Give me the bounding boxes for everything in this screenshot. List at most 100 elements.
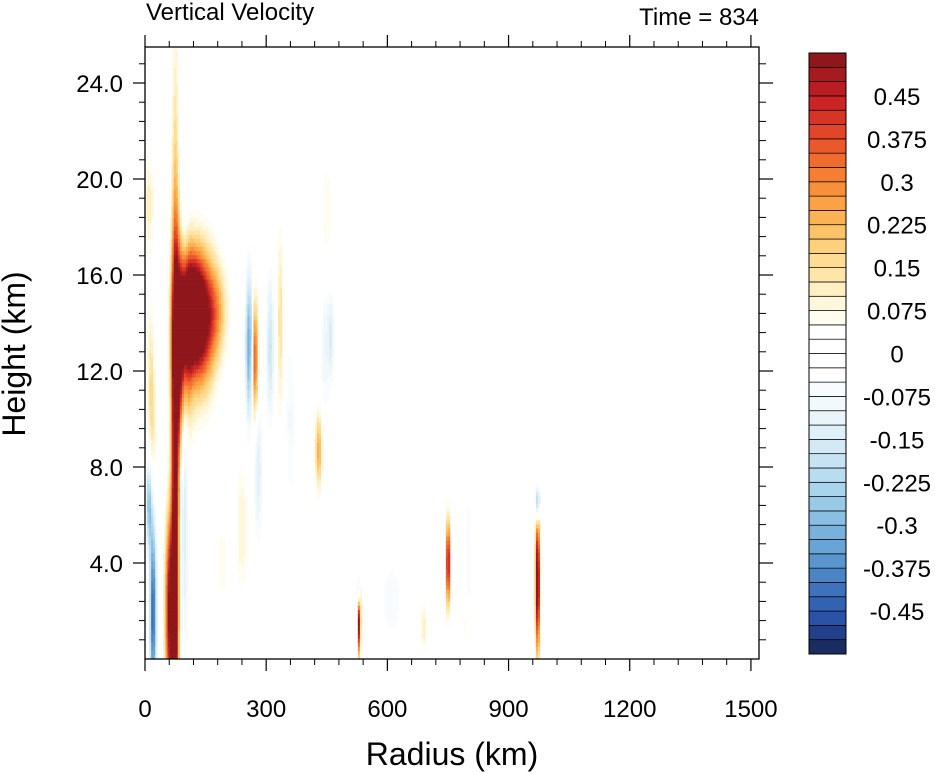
field-cell	[190, 442, 193, 448]
field-cell	[149, 593, 152, 599]
field-cell	[177, 226, 181, 231]
field-cell	[206, 255, 209, 260]
field-cell	[222, 271, 226, 276]
field-cell	[147, 369, 150, 374]
field-cell	[239, 536, 246, 541]
field-cell	[177, 116, 181, 121]
field-cell	[288, 426, 293, 431]
field-cell	[169, 348, 172, 354]
field-cell	[292, 418, 295, 423]
field-cell	[323, 299, 330, 305]
field-cell	[535, 646, 539, 652]
field-cell	[325, 173, 328, 178]
field-cell	[202, 259, 205, 264]
field-cell	[147, 353, 150, 358]
field-cell	[226, 283, 230, 289]
field-cell	[253, 467, 256, 472]
field-cell	[149, 577, 152, 582]
field-cell	[255, 487, 258, 493]
field-cell	[271, 365, 275, 370]
field-cell	[282, 340, 285, 346]
field-cell	[321, 438, 324, 444]
field-cell	[167, 601, 179, 607]
field-cell	[202, 263, 205, 268]
field-cell	[537, 536, 541, 541]
field-cell	[177, 161, 181, 166]
field-cell	[183, 483, 187, 488]
field-cell	[179, 234, 183, 240]
field-cell	[278, 344, 281, 350]
field-cell	[204, 344, 207, 350]
field-cell	[425, 626, 428, 631]
field-cell	[149, 385, 154, 391]
field-cell	[163, 548, 166, 554]
colorbar-label: -0.45	[870, 599, 925, 626]
field-cell	[282, 353, 285, 358]
field-cell	[278, 406, 283, 411]
field-cell	[325, 348, 330, 354]
field-cell	[171, 401, 174, 407]
field-cell	[533, 552, 537, 558]
field-cell	[239, 577, 246, 582]
field-cell	[537, 565, 541, 570]
field-cell	[321, 365, 324, 370]
field-cell	[259, 414, 262, 419]
field-cell	[249, 426, 252, 431]
field-cell	[153, 618, 156, 623]
field-cell	[183, 406, 189, 411]
field-cell	[314, 418, 318, 423]
field-cell	[535, 483, 539, 488]
field-cell	[145, 536, 148, 541]
field-cell	[323, 312, 326, 317]
field-cell	[179, 455, 183, 460]
colorbar-label: -0.075	[863, 384, 931, 411]
field-cell	[165, 650, 168, 656]
field-cell	[185, 255, 189, 260]
field-cell	[171, 483, 174, 488]
field-cell	[169, 389, 172, 395]
field-cell	[173, 197, 179, 203]
field-cell	[177, 565, 181, 570]
field-cell	[359, 610, 363, 615]
field-cell	[267, 357, 273, 362]
field-cell	[255, 516, 260, 521]
field-cell	[447, 593, 451, 599]
field-cell	[359, 634, 363, 639]
colorbar-box	[808, 367, 847, 383]
field-cell	[321, 357, 324, 362]
field-cell	[153, 373, 156, 378]
field-cell	[173, 471, 179, 476]
field-cell	[155, 418, 158, 423]
field-cell	[321, 361, 324, 366]
field-cell	[267, 299, 273, 305]
field-cell	[445, 569, 449, 574]
field-cell	[540, 569, 543, 574]
field-cell	[171, 316, 174, 321]
field-cell	[151, 181, 154, 187]
field-cell	[212, 316, 215, 321]
field-cell	[175, 165, 179, 170]
field-cell	[196, 259, 199, 264]
field-cell	[237, 540, 240, 546]
field-cell	[537, 508, 541, 513]
field-cell	[183, 544, 187, 550]
field-cell	[187, 251, 191, 256]
field-cell	[202, 267, 205, 272]
field-cell	[255, 463, 258, 468]
field-cell	[165, 524, 168, 529]
field-cell	[288, 365, 293, 370]
field-cell	[167, 508, 170, 513]
field-cell	[155, 422, 158, 427]
field-cell	[214, 324, 217, 329]
field-cell	[175, 193, 179, 199]
field-cell	[280, 369, 283, 374]
field-cell	[278, 348, 281, 354]
field-cell	[314, 434, 318, 439]
field-cell	[173, 140, 179, 146]
field-cell	[220, 308, 224, 313]
field-cell	[314, 455, 318, 460]
field-cell	[245, 267, 248, 272]
field-cell	[255, 397, 258, 403]
field-cell	[145, 218, 148, 223]
field-cell	[280, 353, 283, 358]
